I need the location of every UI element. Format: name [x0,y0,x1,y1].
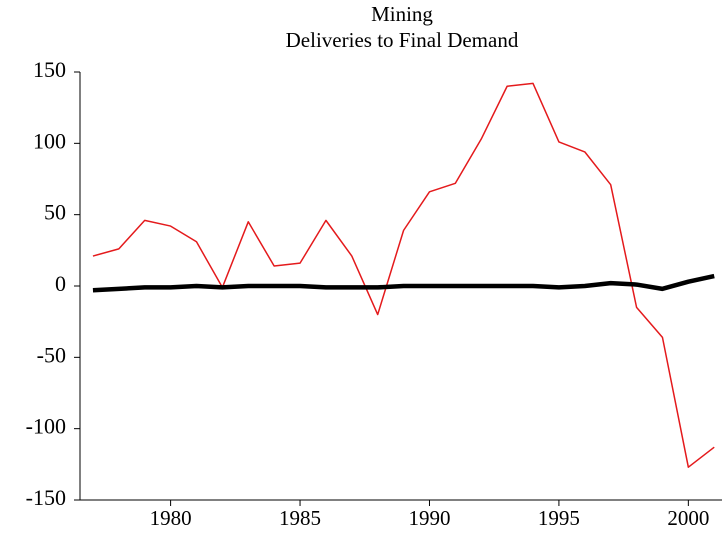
chart-subtitle: Deliveries to Final Demand [286,28,519,52]
y-tick-label: -100 [26,414,66,439]
y-tick-label: 100 [33,128,66,153]
y-tick-label: -50 [37,342,66,367]
y-tick-label: 150 [33,57,66,82]
series-line [92,82,715,468]
x-tick-label: 2000 [667,506,709,530]
y-tick-label: 50 [44,200,66,225]
y-tick-label: -150 [26,485,66,510]
y-tick-label: 0 [55,271,66,296]
x-tick-label: 1990 [408,506,450,530]
x-tick-label: 1980 [150,506,192,530]
chart-title: Mining [371,2,433,26]
series-line [92,273,715,293]
x-tick-label: 1985 [279,506,321,530]
x-tick-label: 1995 [538,506,580,530]
